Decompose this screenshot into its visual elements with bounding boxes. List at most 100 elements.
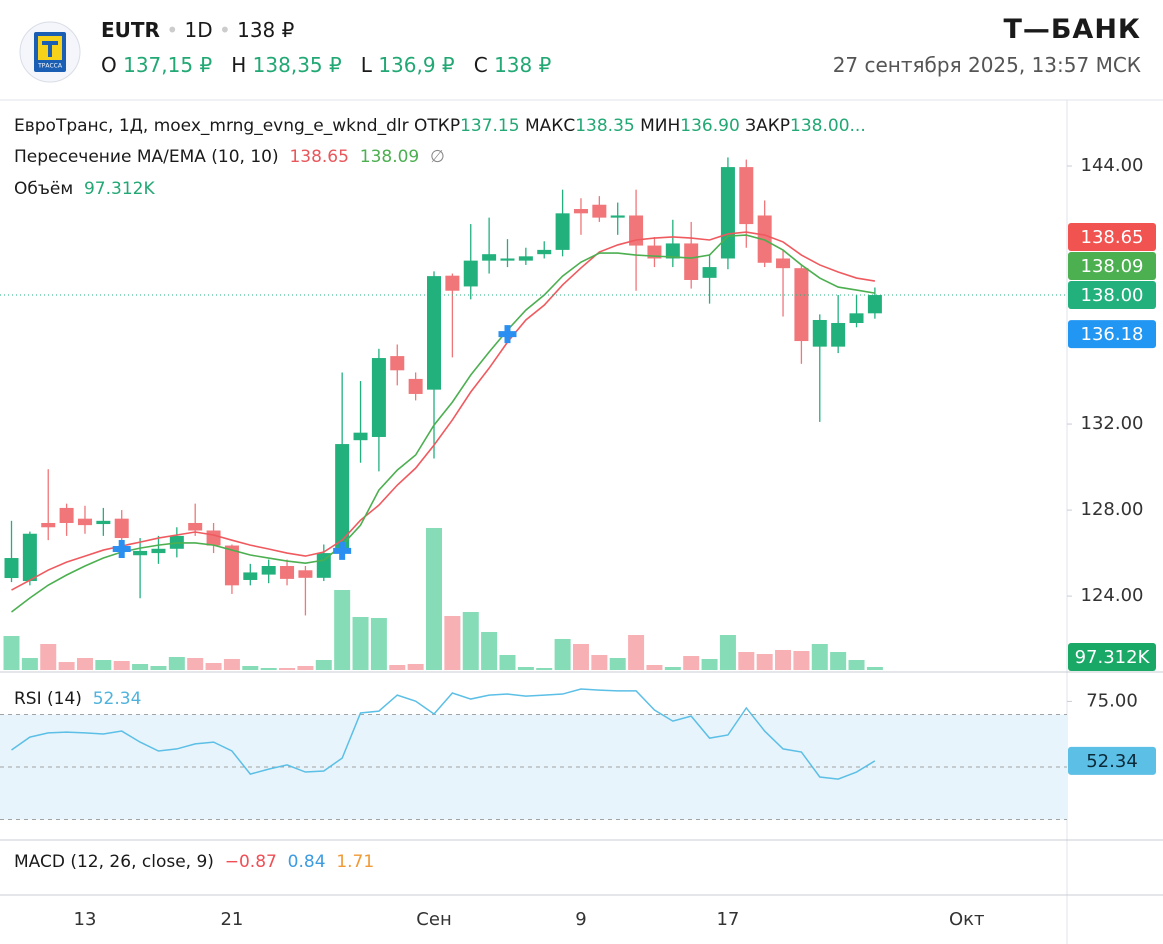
volume-bar — [811, 644, 828, 670]
legend-title: RSI (14) — [14, 689, 82, 709]
volume-bar — [499, 654, 516, 670]
price: 138 ₽ — [237, 18, 295, 42]
ohlc-value: 138,35 ₽ — [252, 53, 342, 77]
rsi-badge-label: 52.34 — [1086, 751, 1138, 772]
x-tick-label: 17 — [716, 909, 739, 930]
candle-body — [316, 553, 331, 578]
volume-bar — [628, 635, 645, 670]
ticker-row: EUTR • 1D • 138 ₽ — [101, 18, 294, 42]
candle-body — [573, 209, 588, 214]
volume-bar — [426, 527, 443, 670]
cross-marker — [112, 539, 131, 558]
candle-body — [794, 268, 809, 342]
ma-line — [11, 231, 876, 591]
legend-value: 137.15 — [460, 116, 520, 136]
ohlc-row: O 137,15 ₽ H 138,35 ₽ L 136,9 ₽ C 138 ₽ — [101, 53, 551, 77]
legend-value: 0.84 — [287, 852, 326, 872]
candle-body — [96, 520, 111, 525]
volume-bar — [830, 651, 847, 670]
volume-bar — [58, 662, 75, 670]
volume-bar — [719, 635, 736, 670]
candle-body — [224, 545, 239, 586]
logo-text: ТРАССА — [37, 63, 63, 70]
volume-bar — [76, 658, 93, 670]
candle-body — [684, 243, 699, 280]
price-badge — [1068, 223, 1156, 252]
volume-bar — [113, 660, 130, 670]
legend-label: МАКС — [524, 116, 576, 136]
x-tick-label: 13 — [74, 909, 97, 930]
volume-bar — [352, 616, 369, 670]
legend: Объём 97.312K — [14, 179, 155, 199]
candle-body — [22, 533, 37, 582]
price-badge — [1068, 281, 1156, 310]
rsi-line — [11, 688, 876, 780]
candle-body — [41, 522, 56, 528]
volume-bar — [517, 667, 534, 670]
candle-body — [757, 215, 772, 263]
legend-value: 1.71 — [336, 852, 375, 872]
candle-body — [555, 213, 570, 250]
y-tick-label: 132.00 — [1081, 413, 1144, 434]
volume-bar — [536, 667, 553, 670]
logo-glyph — [42, 41, 58, 57]
candle-body — [720, 167, 735, 259]
volume-bar — [279, 667, 296, 670]
volume-bar — [40, 644, 57, 670]
legend: MACD (12, 26, close, 9) −0.87 0.84 1.71 — [14, 852, 374, 872]
candle-body — [610, 215, 625, 218]
candle-body — [114, 518, 129, 539]
ma-line — [11, 234, 876, 613]
volume-bar — [205, 663, 222, 670]
candle-body — [298, 570, 313, 578]
volume-bar — [223, 658, 240, 670]
candle-body — [482, 254, 497, 261]
ohlc-label: O — [101, 53, 117, 77]
candle-body — [188, 522, 203, 531]
ohlc-label: L — [360, 53, 372, 77]
candle-body — [776, 258, 791, 269]
volume-bar — [260, 667, 277, 670]
volume-bar — [866, 666, 883, 670]
price-badge-label: 138.65 — [1081, 227, 1144, 248]
volume-bar — [701, 658, 718, 670]
interval: 1D — [184, 18, 213, 42]
candle-body — [77, 518, 92, 526]
price-badge-label: 136.18 — [1081, 324, 1144, 345]
brand: Т—БАНК — [1003, 14, 1141, 45]
datetime: 27 сентября 2025, 13:57 МСК — [832, 53, 1141, 77]
legend: Пересечение MA/EMA (10, 10) 138.65 138.0… — [14, 147, 445, 167]
legend-title: MACD (12, 26, close, 9) — [14, 852, 214, 872]
volume-bar — [132, 663, 149, 670]
candle-body — [849, 313, 864, 323]
volume-bar — [334, 589, 351, 670]
volume-bar — [848, 660, 865, 670]
candle-body — [353, 432, 368, 441]
volume-bar — [95, 660, 112, 670]
ohlc-value: 138 ₽ — [494, 53, 552, 77]
volume-bar — [370, 617, 387, 670]
candle-body — [408, 378, 423, 394]
candle-body — [812, 319, 827, 347]
volume-badge-label: 97.312K — [1075, 647, 1151, 668]
volume-bar — [609, 658, 626, 670]
legend-label: МИН — [640, 116, 681, 136]
candle-body — [702, 267, 717, 278]
candle-body — [133, 550, 148, 556]
volume-bar — [481, 631, 498, 670]
legend-value: ∅ — [430, 147, 445, 167]
candle-body — [59, 507, 74, 523]
cross-marker — [498, 325, 517, 344]
legend-label: ЗАКР — [745, 116, 791, 136]
rsi-badge — [1068, 746, 1156, 775]
candle-body — [739, 167, 754, 225]
ohlc-value: 137,15 ₽ — [123, 53, 213, 77]
price-badge-label: 138.00 — [1081, 285, 1144, 306]
legend-value: 136.90 — [680, 116, 740, 136]
candle-body — [151, 548, 166, 554]
candle-body — [390, 356, 405, 371]
volume-bar — [297, 665, 314, 670]
ohlc-label: C — [473, 53, 488, 77]
y-tick-label: 144.00 — [1081, 155, 1144, 176]
